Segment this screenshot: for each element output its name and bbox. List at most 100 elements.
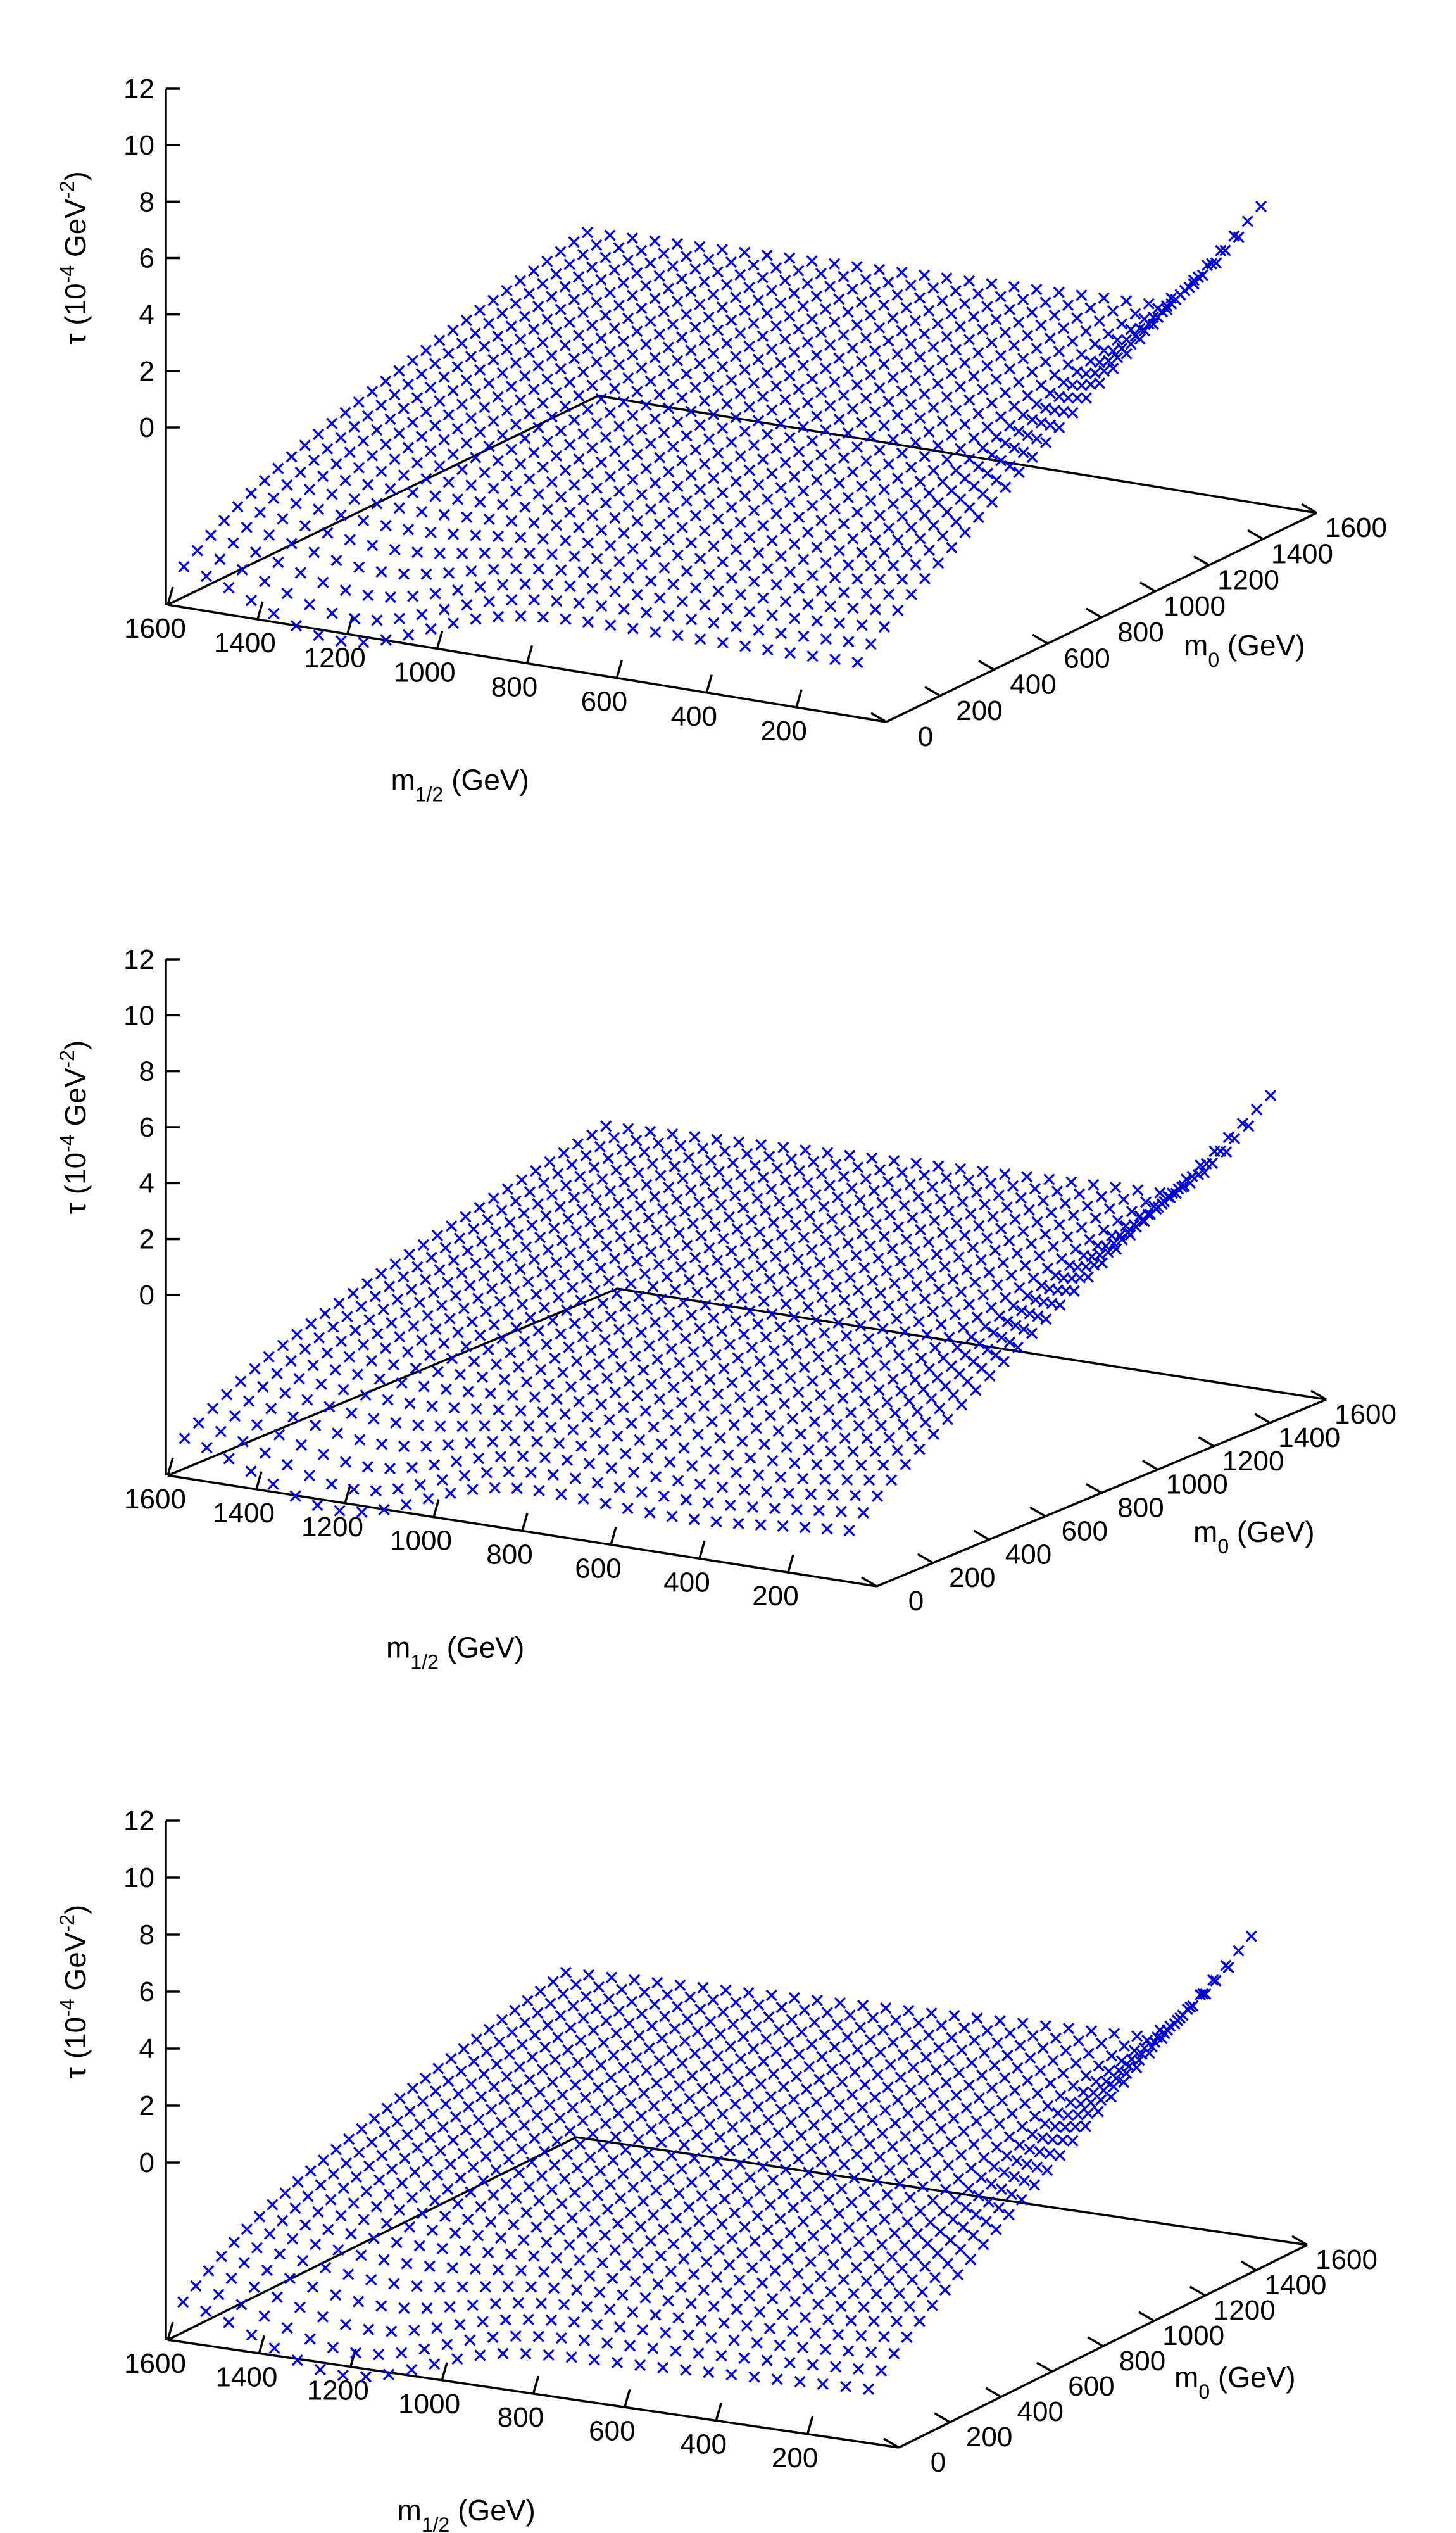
data-point bbox=[770, 2150, 782, 2163]
z-axis-title: τ (10-4 GeV-2) bbox=[56, 1040, 92, 1215]
data-point bbox=[1037, 2042, 1049, 2054]
data-point bbox=[929, 2170, 942, 2182]
data-point bbox=[717, 556, 729, 568]
data-point bbox=[851, 379, 863, 391]
data-point bbox=[781, 2058, 793, 2070]
data-point bbox=[643, 1212, 655, 1224]
data-point bbox=[972, 408, 984, 420]
data-point bbox=[509, 2004, 521, 2016]
data-point bbox=[705, 1154, 717, 1166]
data-point bbox=[347, 1287, 360, 1299]
data-point bbox=[1080, 392, 1092, 404]
data-point bbox=[714, 2132, 726, 2144]
data-point bbox=[658, 305, 670, 317]
data-point bbox=[519, 2016, 531, 2029]
data-point bbox=[645, 575, 657, 587]
data-point bbox=[568, 479, 581, 491]
data-point bbox=[408, 2325, 420, 2337]
data-point bbox=[981, 467, 994, 479]
data-point bbox=[681, 2116, 693, 2128]
data-point bbox=[683, 2201, 695, 2213]
data-point bbox=[411, 457, 424, 469]
data-point bbox=[665, 1215, 677, 1227]
data-point bbox=[765, 343, 778, 355]
x-tick-mark bbox=[624, 2389, 631, 2408]
data-point bbox=[936, 294, 948, 307]
data-point bbox=[590, 1194, 603, 1206]
data-point bbox=[803, 2166, 815, 2178]
data-point bbox=[420, 344, 432, 357]
data-point bbox=[846, 1182, 858, 1194]
data-point bbox=[875, 1420, 888, 1432]
data-point bbox=[587, 2128, 599, 2140]
data-point bbox=[945, 429, 958, 441]
data-point bbox=[708, 2301, 720, 2313]
data-point bbox=[415, 431, 428, 443]
data-point bbox=[663, 1306, 675, 1318]
data-point bbox=[850, 1249, 862, 1261]
data-point bbox=[747, 2147, 759, 2159]
data-point bbox=[615, 2084, 627, 2097]
data-point bbox=[568, 2187, 581, 2199]
data-point bbox=[770, 320, 782, 332]
data-point bbox=[631, 1389, 644, 1402]
data-point bbox=[865, 495, 877, 507]
data-point bbox=[1102, 328, 1115, 340]
data-point bbox=[698, 458, 711, 470]
data-point bbox=[537, 611, 549, 623]
data-point bbox=[518, 2234, 530, 2246]
data-point bbox=[378, 1503, 390, 1516]
data-point bbox=[784, 370, 796, 382]
data-point bbox=[806, 2359, 819, 2371]
data-point bbox=[753, 1226, 765, 1238]
data-point bbox=[717, 2108, 729, 2120]
data-point bbox=[856, 480, 868, 493]
data-point bbox=[874, 1287, 887, 1299]
data-point bbox=[909, 374, 922, 387]
data-point bbox=[644, 257, 656, 269]
data-point bbox=[613, 1481, 625, 1494]
data-point bbox=[878, 483, 890, 496]
data-point bbox=[241, 521, 253, 533]
data-point bbox=[977, 384, 989, 396]
z-tick-label: 4 bbox=[139, 300, 154, 331]
data-point bbox=[474, 426, 486, 438]
data-point bbox=[243, 1395, 255, 1407]
data-point bbox=[672, 355, 684, 367]
data-point bbox=[807, 1156, 820, 1168]
data-point bbox=[439, 2098, 452, 2110]
data-point bbox=[442, 348, 455, 360]
data-point bbox=[637, 2195, 650, 2208]
data-point bbox=[685, 405, 697, 417]
data-point bbox=[348, 1483, 360, 1495]
data-point bbox=[566, 2212, 578, 2224]
y-tick-mark bbox=[1036, 2361, 1053, 2373]
data-point bbox=[492, 610, 505, 622]
chart-panel-middle: 1600 1400 1200 1000 800 600 400 200 020040060080… bbox=[56, 944, 1396, 1674]
data-point bbox=[766, 467, 778, 479]
data-point bbox=[456, 2281, 468, 2293]
data-point bbox=[368, 2232, 380, 2244]
data-point bbox=[415, 368, 428, 380]
data-point bbox=[1098, 1224, 1110, 1236]
data-point bbox=[793, 582, 805, 594]
data-point bbox=[1017, 409, 1029, 421]
data-point bbox=[299, 520, 311, 532]
data-point bbox=[534, 2086, 546, 2098]
data-point bbox=[932, 557, 945, 569]
data-point bbox=[1100, 2075, 1112, 2088]
data-point bbox=[406, 486, 419, 498]
data-point bbox=[568, 550, 581, 562]
x-tick-label: 800 bbox=[498, 2402, 544, 2433]
data-point bbox=[960, 2102, 972, 2114]
data-point bbox=[731, 1223, 743, 1235]
data-point bbox=[660, 2327, 672, 2339]
data-point bbox=[586, 1129, 598, 1141]
data-point bbox=[949, 1308, 961, 1320]
data-point bbox=[814, 1256, 826, 1268]
data-point bbox=[1243, 1120, 1255, 1132]
data-point bbox=[678, 2139, 691, 2151]
data-point bbox=[698, 334, 710, 346]
data-point bbox=[829, 258, 841, 270]
data-point bbox=[866, 2114, 879, 2126]
